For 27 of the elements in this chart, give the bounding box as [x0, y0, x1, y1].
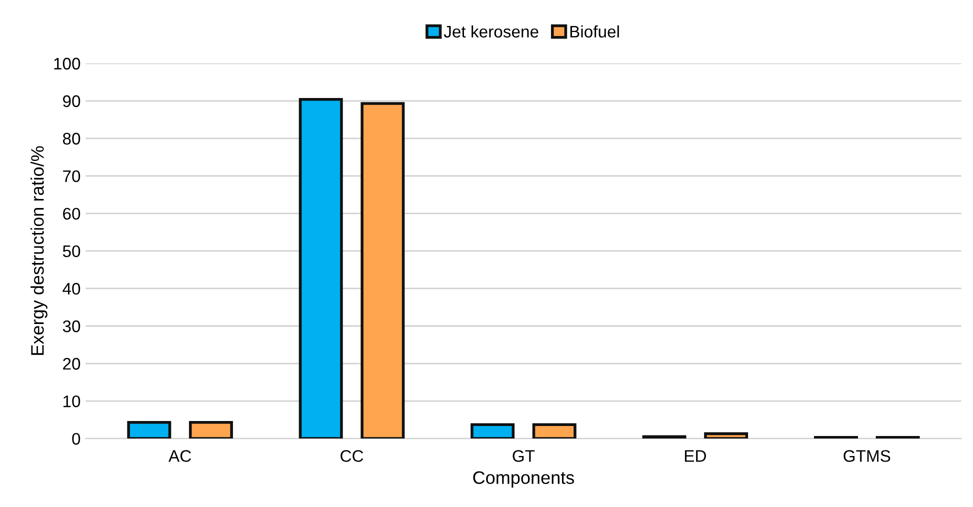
x-tick-label: AC	[168, 450, 192, 462]
y-tick-label: 50	[62, 245, 80, 258]
bar	[298, 98, 343, 439]
bar	[360, 102, 405, 439]
y-tick-label: 100	[54, 58, 80, 70]
bar	[188, 421, 233, 439]
bar	[704, 432, 748, 439]
y-tick-label: 0	[72, 432, 80, 445]
y-tick-label: 20	[63, 358, 80, 370]
y-tick-label: 40	[62, 282, 80, 295]
bar	[127, 421, 172, 439]
y-tick-label: 10	[63, 395, 80, 408]
y-tick-label: 70	[63, 170, 80, 182]
y-tick-label: 90	[63, 95, 80, 108]
x-tick-label: CC	[340, 450, 364, 462]
y-axis-title: Exergy destruction ratio/%	[30, 146, 48, 355]
y-tick-label: 30	[62, 320, 80, 332]
x-tick-label: GT	[512, 450, 535, 462]
legend-label: Jet kerosene	[444, 25, 538, 38]
legend-label: Biofuel	[570, 25, 619, 38]
y-tick-label: 60	[63, 208, 80, 220]
y-tick-label: 80	[62, 132, 80, 145]
x-axis-title: Components	[473, 471, 574, 488]
x-tick-label: ED	[684, 450, 706, 462]
bar	[470, 423, 515, 439]
bar	[532, 423, 576, 439]
x-tick-label: GTMS	[844, 450, 890, 462]
